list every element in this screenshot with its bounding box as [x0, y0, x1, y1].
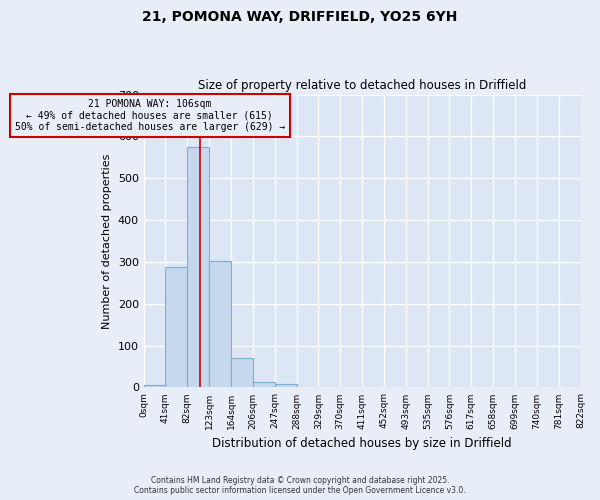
Text: Contains HM Land Registry data © Crown copyright and database right 2025.
Contai: Contains HM Land Registry data © Crown c…	[134, 476, 466, 495]
Text: 21, POMONA WAY, DRIFFIELD, YO25 6YH: 21, POMONA WAY, DRIFFIELD, YO25 6YH	[142, 10, 458, 24]
Text: 21 POMONA WAY: 106sqm
← 49% of detached houses are smaller (615)
50% of semi-det: 21 POMONA WAY: 106sqm ← 49% of detached …	[14, 98, 285, 132]
Title: Size of property relative to detached houses in Driffield: Size of property relative to detached ho…	[198, 79, 526, 92]
Bar	[166, 268, 187, 388]
Bar	[275, 384, 296, 388]
Bar	[187, 147, 209, 388]
Bar	[231, 358, 253, 388]
Y-axis label: Number of detached properties: Number of detached properties	[102, 154, 112, 328]
X-axis label: Distribution of detached houses by size in Driffield: Distribution of detached houses by size …	[212, 437, 512, 450]
Bar	[143, 384, 166, 388]
Bar	[209, 260, 231, 388]
Bar	[253, 382, 275, 388]
